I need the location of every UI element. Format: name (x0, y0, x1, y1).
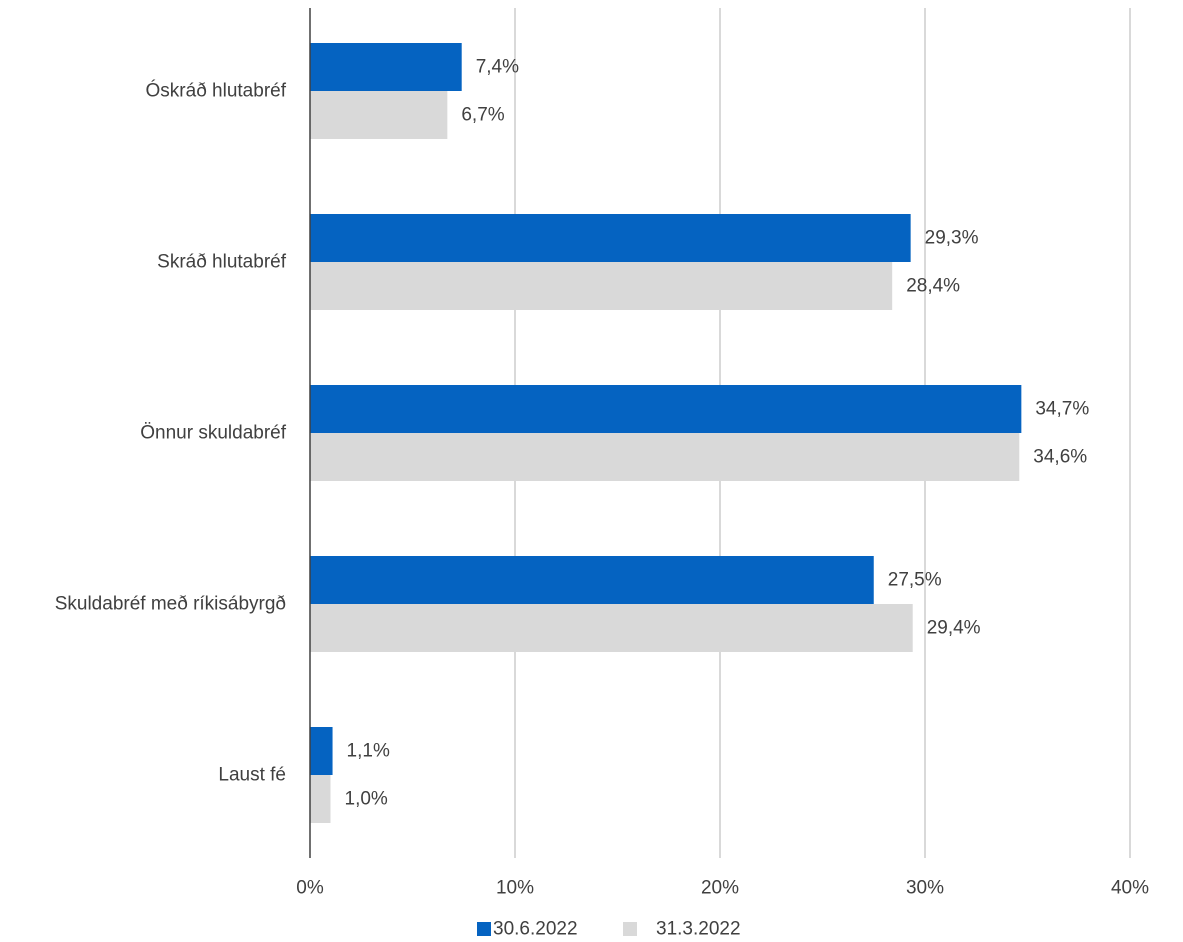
legend-label-2: 31.3.2022 (656, 919, 741, 940)
category-labels: Óskráð hlutabréf Skráð hlutabréf Önnur sku… (55, 80, 287, 786)
category-label-1: Óskráð hlutabréf (146, 80, 287, 102)
x-tick-label-10: 10% (496, 878, 534, 899)
data-label-1-5: 1,1% (347, 741, 390, 762)
data-label-2-5: 1,0% (345, 789, 388, 810)
bar-1-3 (310, 385, 1022, 433)
bar-2-3 (310, 433, 1020, 481)
category-label-5: Laust fé (218, 765, 286, 786)
bar-2-1 (310, 91, 448, 139)
bar-2-2 (310, 262, 893, 310)
bar-series (310, 43, 1022, 823)
data-labels: 7,4% 6,7% 29,3% 28,4% 34,7% 34,6% 27,5% 29,4% 1,… (345, 57, 1090, 810)
legend-swatch-1 (477, 922, 491, 936)
x-tick-label-40: 40% (1111, 878, 1149, 899)
bar-1-4 (310, 556, 874, 604)
legend: 30.6.2022 31.3.2022 (477, 919, 741, 940)
x-tick-label-20: 20% (701, 878, 739, 899)
data-label-2-4: 29,4% (927, 618, 981, 639)
x-axis-ticks: 0% 10% 20% 30% 40% (296, 878, 1149, 899)
legend-swatch-2 (623, 922, 637, 936)
category-label-4: Skuldabréf með ríkisábyrgð (55, 594, 286, 615)
legend-label-1: 30.6.2022 (493, 919, 578, 940)
category-label-3: Önnur skuldabréf (140, 423, 286, 444)
x-tick-label-30: 30% (906, 878, 944, 899)
data-label-2-2: 28,4% (906, 276, 960, 297)
data-label-1-4: 27,5% (888, 570, 942, 591)
bar-2-5 (310, 775, 331, 823)
x-tick-label-0: 0% (296, 878, 324, 899)
bar-1-1 (310, 43, 462, 91)
bar-2-4 (310, 604, 913, 652)
category-label-2: Skráð hlutabréf (157, 252, 287, 273)
bar-1-5 (310, 727, 333, 775)
data-label-1-2: 29,3% (925, 228, 979, 249)
bar-1-2 (310, 214, 911, 262)
data-label-1-1: 7,4% (476, 57, 519, 78)
data-label-2-1: 6,7% (461, 105, 504, 126)
data-label-2-3: 34,6% (1033, 447, 1087, 468)
data-label-1-3: 34,7% (1035, 399, 1089, 420)
